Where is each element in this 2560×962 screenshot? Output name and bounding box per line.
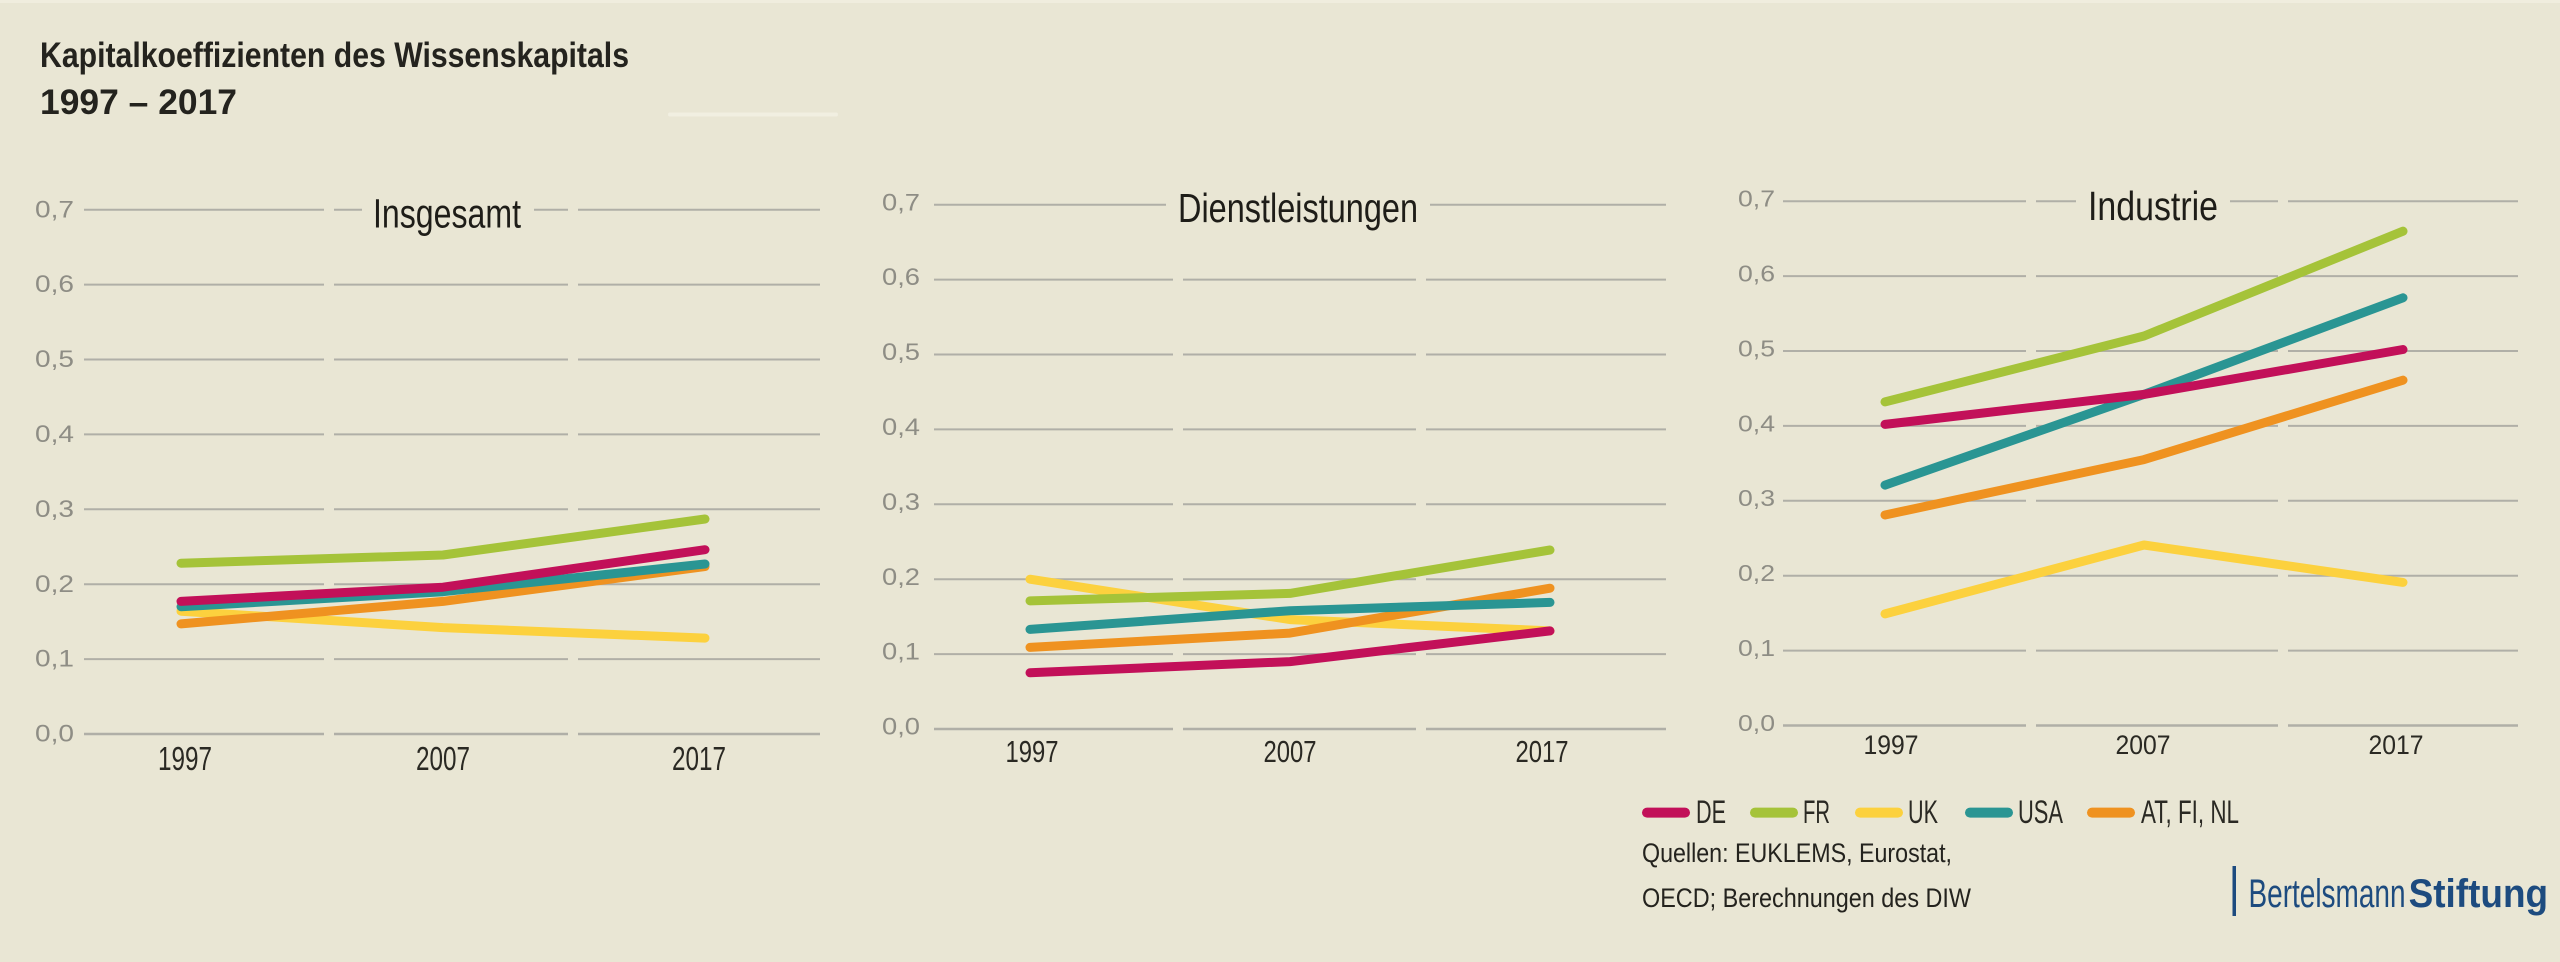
- svg-text:0,7: 0,7: [882, 189, 920, 216]
- svg-text:USA: USA: [2018, 794, 2063, 830]
- svg-text:2017: 2017: [1516, 734, 1569, 769]
- svg-text:1997: 1997: [1864, 730, 1919, 760]
- svg-text:0,0: 0,0: [882, 714, 920, 741]
- svg-text:0,7: 0,7: [1738, 186, 1775, 212]
- svg-text:0,3: 0,3: [1738, 485, 1775, 511]
- svg-text:Industrie: Industrie: [2088, 183, 2218, 229]
- svg-text:0,6: 0,6: [882, 264, 920, 291]
- svg-text:2017: 2017: [672, 740, 726, 777]
- svg-text:0,1: 0,1: [882, 639, 920, 666]
- svg-text:1997: 1997: [1006, 734, 1059, 769]
- svg-text:OECD; Berechnungen des DIW: OECD; Berechnungen des DIW: [1642, 883, 1971, 913]
- svg-text:Quellen: EUKLEMS, Eurostat,: Quellen: EUKLEMS, Eurostat,: [1642, 838, 1952, 868]
- svg-text:0,1: 0,1: [35, 646, 74, 673]
- svg-text:0,2: 0,2: [1738, 560, 1775, 586]
- svg-text:2017: 2017: [2369, 730, 2424, 760]
- svg-text:0,2: 0,2: [882, 564, 920, 591]
- svg-text:0,3: 0,3: [35, 496, 74, 523]
- svg-text:1997 – 2017: 1997 – 2017: [40, 83, 237, 122]
- svg-text:AT, FI, NL: AT, FI, NL: [2141, 794, 2239, 830]
- svg-text:0,5: 0,5: [1738, 335, 1775, 361]
- svg-text:0,4: 0,4: [882, 414, 920, 441]
- svg-text:0,5: 0,5: [35, 346, 74, 373]
- svg-text:0,0: 0,0: [35, 721, 74, 748]
- svg-text:0,4: 0,4: [1738, 410, 1775, 436]
- svg-text:0,4: 0,4: [35, 421, 74, 448]
- svg-text:2007: 2007: [2116, 730, 2171, 760]
- svg-text:BertelsmannStiftung: BertelsmannStiftung: [2249, 872, 2549, 916]
- svg-text:0,6: 0,6: [1738, 261, 1775, 287]
- svg-text:1997: 1997: [158, 740, 212, 777]
- svg-text:DE: DE: [1696, 794, 1726, 830]
- svg-text:2007: 2007: [1264, 734, 1317, 769]
- svg-text:0,6: 0,6: [35, 271, 74, 298]
- svg-text:Insgesamt: Insgesamt: [373, 191, 521, 237]
- svg-text:2007: 2007: [416, 740, 470, 777]
- svg-text:0,5: 0,5: [882, 339, 920, 366]
- svg-text:0,2: 0,2: [35, 571, 74, 598]
- svg-text:0,0: 0,0: [1738, 710, 1775, 736]
- svg-text:Dienstleistungen: Dienstleistungen: [1178, 185, 1418, 231]
- svg-text:0,3: 0,3: [882, 489, 920, 516]
- svg-text:UK: UK: [1908, 794, 1938, 830]
- svg-text:0,7: 0,7: [35, 196, 74, 223]
- svg-text:Kapitalkoeffizienten des Wisse: Kapitalkoeffizienten des Wissenskapitals: [40, 36, 629, 75]
- svg-text:FR: FR: [1803, 794, 1830, 830]
- svg-text:0,1: 0,1: [1738, 635, 1775, 661]
